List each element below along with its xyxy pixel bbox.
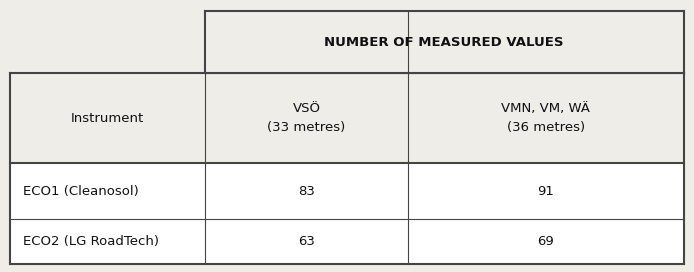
Text: ECO2 (LG RoadTech): ECO2 (LG RoadTech) xyxy=(23,235,159,248)
Text: VSÖ
(33 metres): VSÖ (33 metres) xyxy=(267,102,346,134)
Text: NUMBER OF MEASURED VALUES: NUMBER OF MEASURED VALUES xyxy=(324,36,564,49)
Text: Instrument: Instrument xyxy=(71,112,144,125)
Text: VMN, VM, WÄ
(36 metres): VMN, VM, WÄ (36 metres) xyxy=(501,102,591,134)
Bar xyxy=(10,73,684,163)
Text: 63: 63 xyxy=(298,235,315,248)
Text: 83: 83 xyxy=(298,185,315,197)
Text: ECO1 (Cleanosol): ECO1 (Cleanosol) xyxy=(23,185,139,197)
Bar xyxy=(10,219,684,264)
Text: 69: 69 xyxy=(537,235,555,248)
Bar xyxy=(205,11,684,73)
Bar xyxy=(10,163,684,219)
Text: 91: 91 xyxy=(537,185,555,197)
